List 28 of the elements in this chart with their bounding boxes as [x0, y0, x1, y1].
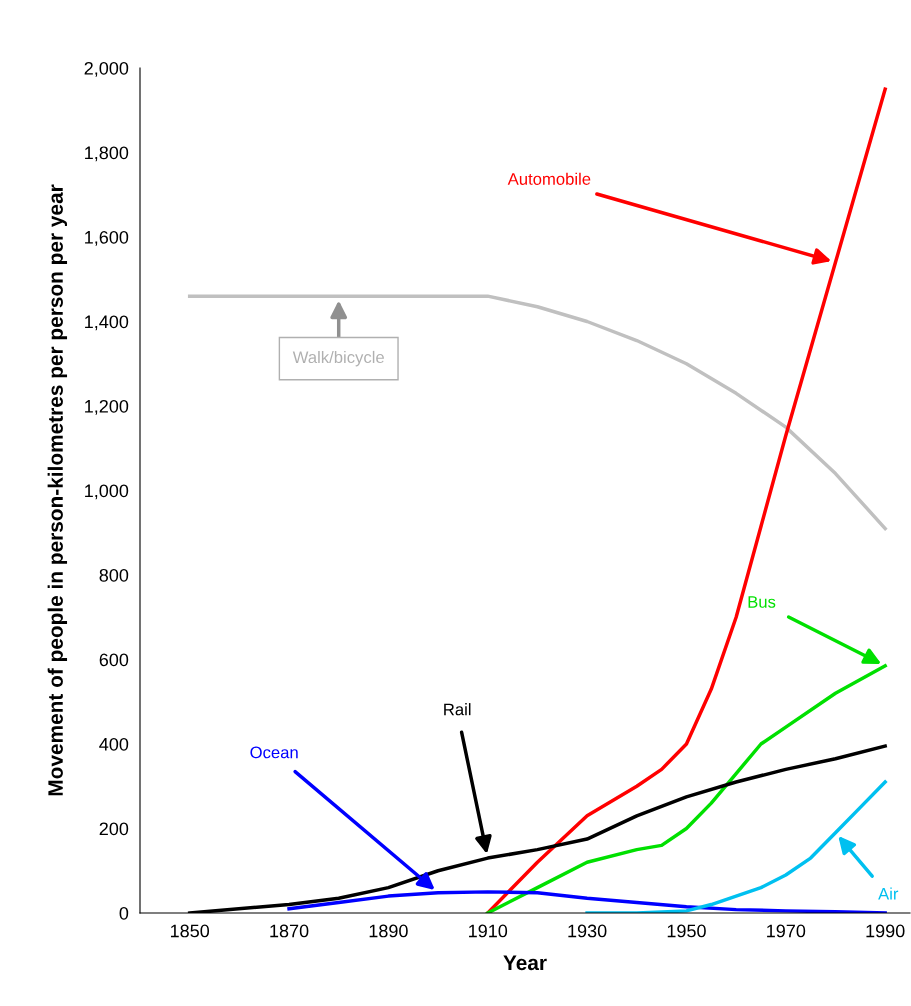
- y-tick-label: 1,800: [85, 146, 129, 162]
- text: Walk/bicycle: [292, 350, 384, 367]
- x-tick-label: 1910: [469, 924, 508, 938]
- text: Air: [878, 887, 899, 900]
- text: Automobile: [507, 172, 591, 185]
- y-tick-label: 1,200: [85, 399, 129, 415]
- y-tick-label: 2,000: [84, 61, 129, 77]
- text: Rail: [444, 703, 471, 716]
- text: Ocean: [250, 746, 298, 759]
- x-tick-label: 1970: [767, 924, 806, 938]
- x-tick-label: 1930: [568, 924, 607, 938]
- y-tick-label: 600: [99, 653, 129, 667]
- x-tick-label: 1870: [270, 924, 309, 938]
- x-tick-label: 1950: [667, 924, 706, 938]
- x-tick-label: 1850: [170, 924, 210, 938]
- y-axis-title: Movement of people in person-kilometres per person per year: [47, 184, 68, 796]
- x-axis-title: Year: [503, 955, 547, 971]
- line-series: [187, 294, 887, 531]
- y-tick-label: 1,400: [85, 315, 129, 331]
- y-tick-label: 800: [99, 568, 129, 582]
- y-tick-label: 400: [99, 737, 129, 751]
- x-tick-label: 1990: [866, 924, 905, 938]
- text: Bus: [748, 596, 776, 608]
- y-tick-label: 200: [99, 822, 129, 836]
- y-tick-label: 1,000: [85, 484, 129, 500]
- y-tick-label: 1,600: [85, 230, 129, 246]
- x-tick-label: 1890: [369, 924, 408, 938]
- y-tick-label: 0: [119, 906, 129, 920]
